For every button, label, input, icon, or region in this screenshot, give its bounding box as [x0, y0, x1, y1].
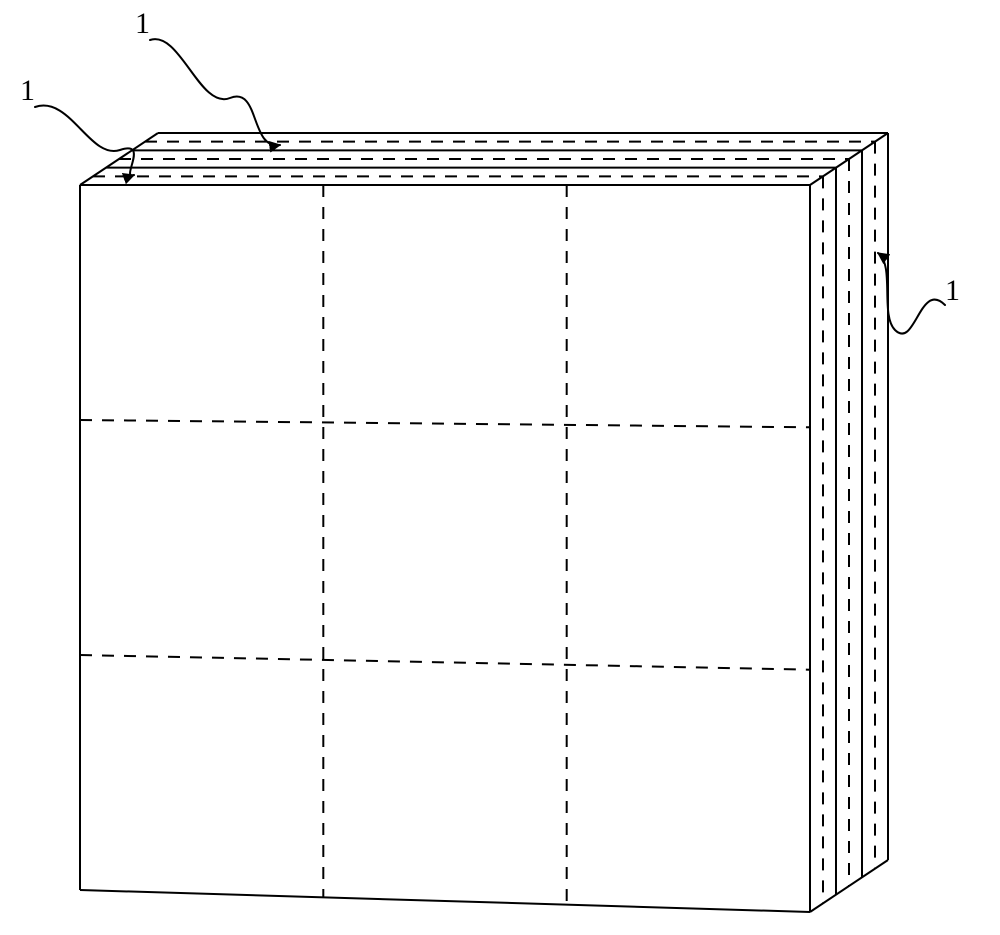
label-l2: 1	[135, 7, 150, 40]
diagram-svg: 1 1 1	[0, 0, 1000, 935]
leader-lines	[35, 39, 945, 334]
labels: 1 1 1	[20, 7, 960, 307]
label-l3: 1	[945, 274, 960, 307]
leader-l1	[35, 106, 134, 176]
leader-l2	[150, 39, 280, 145]
label-l1: 1	[20, 74, 35, 107]
layered-block	[80, 133, 888, 912]
